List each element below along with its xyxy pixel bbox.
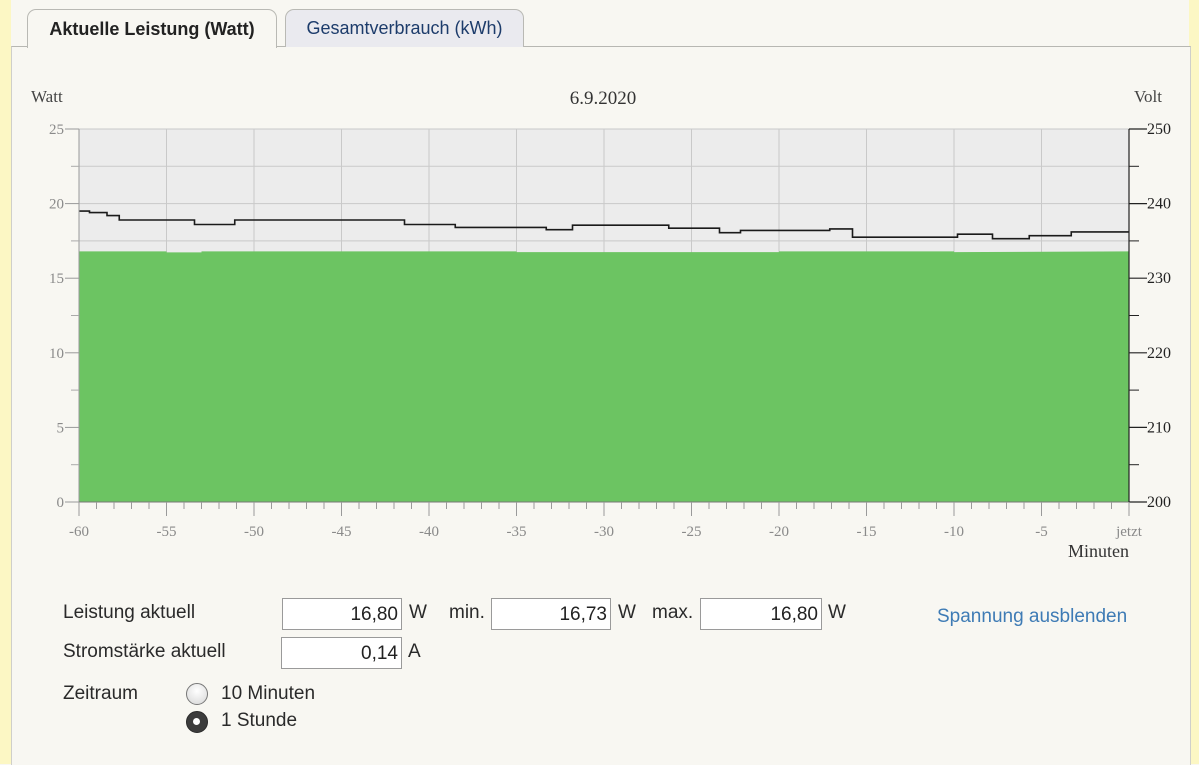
max-unit: W	[828, 602, 846, 623]
left-tick-label: 0	[57, 495, 65, 511]
tab-aktuelle-leistung[interactable]: Aktuelle Leistung (Watt)	[27, 9, 277, 48]
min-value-field: 16,73	[491, 598, 611, 630]
x-tick-label: -40	[419, 524, 439, 540]
leistung-aktuell-label: Leistung aktuell	[63, 602, 196, 623]
x-tick-label: -5	[1035, 524, 1048, 540]
voltage-line-layer	[79, 210, 1129, 240]
zeitraum-label: Zeitraum	[63, 683, 138, 704]
min-label: min.	[449, 602, 485, 623]
x-tick-label: -45	[332, 524, 352, 540]
radio-1-stunde[interactable]	[186, 711, 208, 733]
left-tick-label: 25	[49, 122, 64, 138]
radio-10-minuten-label[interactable]: 10 Minuten	[221, 683, 316, 704]
right-tick-label: 200	[1147, 494, 1171, 511]
x-tick-label: -50	[244, 524, 264, 540]
right-tick-label: 250	[1147, 121, 1171, 138]
leistung-aktuell-field: 16,80	[282, 598, 402, 630]
x-tick-label: jetzt	[1115, 524, 1143, 540]
left-tick-label: 5	[57, 420, 65, 436]
power-area-layer	[79, 251, 1129, 502]
tab-gesamtverbrauch[interactable]: Gesamtverbrauch (kWh)	[285, 9, 524, 47]
right-tick-label: 220	[1147, 345, 1171, 362]
x-tick-label: -25	[682, 524, 702, 540]
stromstaerke-unit: A	[408, 641, 421, 662]
stromstaerke-field: 0,14	[281, 637, 402, 669]
x-tick-label: -30	[594, 524, 614, 540]
radio-10-minuten[interactable]	[186, 683, 208, 705]
right-tick-label: 230	[1147, 270, 1171, 287]
y-axis-right-label: Volt	[1134, 87, 1162, 106]
right-tick-label: 240	[1147, 196, 1171, 213]
max-value-field: 16,80	[700, 598, 822, 630]
y-axis-left-label: Watt	[31, 87, 63, 106]
voltage-line	[79, 210, 1129, 240]
chart-axes: 0 5 10 15 20 25 200 210 220 230 240 250 -60 -55 -50 -45…	[49, 121, 1171, 540]
min-unit: W	[618, 602, 636, 623]
x-tick-label: -60	[69, 524, 89, 540]
max-label: max.	[652, 602, 694, 623]
left-border-strip	[0, 0, 11, 764]
right-border-strip	[1189, 0, 1199, 764]
chart-title: 6.9.2020	[570, 88, 637, 109]
x-tick-label: -20	[769, 524, 789, 540]
power-area	[79, 251, 1129, 502]
leistung-unit: W	[409, 602, 427, 623]
x-tick-label: -55	[157, 524, 177, 540]
x-tick-label: -35	[507, 524, 527, 540]
x-tick-label: -15	[857, 524, 877, 540]
stromstaerke-aktuell-label: Stromstärke aktuell	[63, 641, 226, 662]
x-axis-label: Minuten	[1068, 541, 1129, 561]
left-tick-label: 10	[49, 346, 64, 362]
x-tick-label: -10	[944, 524, 964, 540]
radio-1-stunde-label[interactable]: 1 Stunde	[221, 710, 298, 731]
left-tick-label: 15	[49, 271, 64, 287]
spannung-ausblenden-link[interactable]: Spannung ausblenden	[937, 606, 1128, 627]
right-tick-label: 210	[1147, 419, 1171, 436]
left-tick-label: 20	[49, 197, 64, 213]
